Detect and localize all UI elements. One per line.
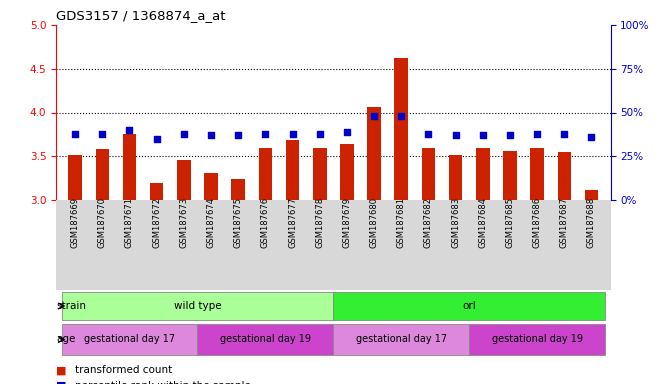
Bar [61,291,333,320]
Point [260,131,271,137]
Text: gestational day 17: gestational day 17 [356,334,447,344]
Point [477,132,488,138]
Bar [96,149,109,200]
Point [97,131,108,137]
Point [505,132,515,138]
Point [586,134,597,140]
Point [233,132,244,138]
Bar [531,147,544,200]
Bar [259,147,272,200]
Text: ■: ■ [56,381,67,384]
Point [450,132,461,138]
Point [151,136,162,142]
Bar [367,107,381,200]
Text: wild type: wild type [174,301,221,311]
Text: ■: ■ [56,366,67,376]
Point [124,127,135,133]
Bar [469,324,605,355]
Point [532,131,543,137]
Text: gestational day 19: gestational day 19 [220,334,311,344]
Text: strain: strain [57,301,86,311]
Point [396,113,407,119]
Point [423,131,434,137]
Text: orl: orl [462,301,476,311]
Point [342,129,352,135]
Bar [558,152,571,200]
Text: transformed count: transformed count [75,366,172,376]
Bar [313,148,327,200]
Bar [503,151,517,200]
Text: percentile rank within the sample: percentile rank within the sample [75,381,250,384]
Bar [286,140,300,200]
Bar [333,324,469,355]
Bar [476,147,490,200]
Bar [333,291,605,320]
Bar [340,144,354,200]
Text: age: age [57,334,76,344]
Point [70,131,81,137]
Bar [232,179,245,200]
Point [206,132,216,138]
Bar [61,324,197,355]
Point [369,113,380,119]
Bar [585,189,598,200]
Bar [197,324,333,355]
Point [287,131,298,137]
Text: gestational day 19: gestational day 19 [492,334,583,344]
Bar [69,156,82,200]
Bar [422,147,435,200]
Point [559,131,570,137]
Bar [123,134,136,200]
Bar [204,173,218,200]
Bar [395,58,408,200]
Bar [177,160,191,200]
Text: GDS3157 / 1368874_a_at: GDS3157 / 1368874_a_at [56,10,226,22]
Point [179,131,189,137]
Point [314,131,325,137]
Bar [449,154,463,200]
Bar [150,184,164,200]
Text: gestational day 17: gestational day 17 [84,334,175,344]
